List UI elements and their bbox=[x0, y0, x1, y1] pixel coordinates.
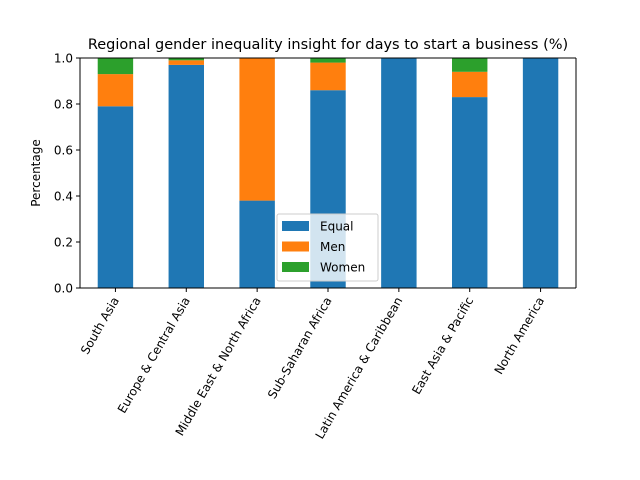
bar-equal-5 bbox=[452, 97, 488, 288]
bar-equal-1 bbox=[168, 64, 204, 289]
bar-equal-0 bbox=[97, 106, 134, 288]
y-tick-label-1: 0.2 bbox=[54, 236, 73, 250]
y-tick-label-2: 0.4 bbox=[54, 190, 73, 204]
y-tick-label-4: 0.8 bbox=[54, 98, 73, 112]
y-tick-label-3: 0.6 bbox=[54, 144, 73, 158]
x-tick-label-3: Sub-Saharan Africa bbox=[265, 295, 335, 402]
legend-label-men: Men bbox=[320, 240, 345, 254]
x-tick-label-0: South Asia bbox=[78, 295, 122, 357]
bar-men-2 bbox=[239, 58, 275, 201]
x-tick-label-6: North America bbox=[492, 295, 548, 377]
bar-equal-2 bbox=[239, 200, 275, 288]
bar-women-1 bbox=[168, 58, 204, 61]
legend-label-women: Women bbox=[320, 261, 365, 275]
legend-swatch-women bbox=[282, 262, 309, 272]
bar-women-3 bbox=[310, 58, 346, 63]
bar-women-0 bbox=[97, 58, 134, 75]
legend-swatch-men bbox=[282, 241, 309, 252]
chart-title: Regional gender inequality insight for d… bbox=[88, 37, 568, 53]
bar-women-5 bbox=[452, 58, 488, 72]
y-tick-label-0: 0.0 bbox=[54, 282, 73, 296]
bar-men-0 bbox=[97, 74, 134, 107]
y-tick-label-5: 1.0 bbox=[54, 52, 73, 66]
legend-label-equal: Equal bbox=[320, 220, 354, 234]
legend: Equal Men Women bbox=[276, 213, 379, 282]
bar-men-5 bbox=[452, 71, 488, 98]
x-tick-label-1: Europe & Central Asia bbox=[115, 295, 193, 416]
bar-equal-4 bbox=[381, 58, 417, 288]
y-axis-label: Percentage bbox=[29, 139, 43, 207]
bar-equal-6 bbox=[522, 58, 559, 288]
bar-men-3 bbox=[310, 62, 346, 91]
bar-men-1 bbox=[168, 60, 204, 65]
x-tick-label-4: Latin America & Caribbean bbox=[313, 295, 406, 442]
x-tick-label-2: Middle East & North Africa bbox=[173, 295, 264, 439]
x-tick-label-5: East Asia & Pacific bbox=[409, 295, 476, 397]
legend-swatch-equal bbox=[282, 221, 309, 231]
